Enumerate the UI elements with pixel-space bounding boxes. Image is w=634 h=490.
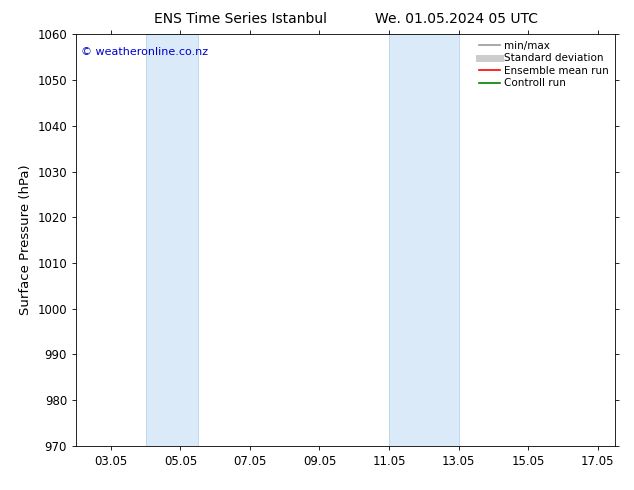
Bar	[389, 34, 458, 446]
Y-axis label: Surface Pressure (hPa): Surface Pressure (hPa)	[19, 165, 32, 316]
Text: We. 01.05.2024 05 UTC: We. 01.05.2024 05 UTC	[375, 12, 538, 26]
Text: ENS Time Series Istanbul: ENS Time Series Istanbul	[155, 12, 327, 26]
Legend: min/max, Standard deviation, Ensemble mean run, Controll run: min/max, Standard deviation, Ensemble me…	[476, 37, 612, 92]
Text: © weatheronline.co.nz: © weatheronline.co.nz	[81, 47, 209, 57]
Bar	[146, 34, 198, 446]
